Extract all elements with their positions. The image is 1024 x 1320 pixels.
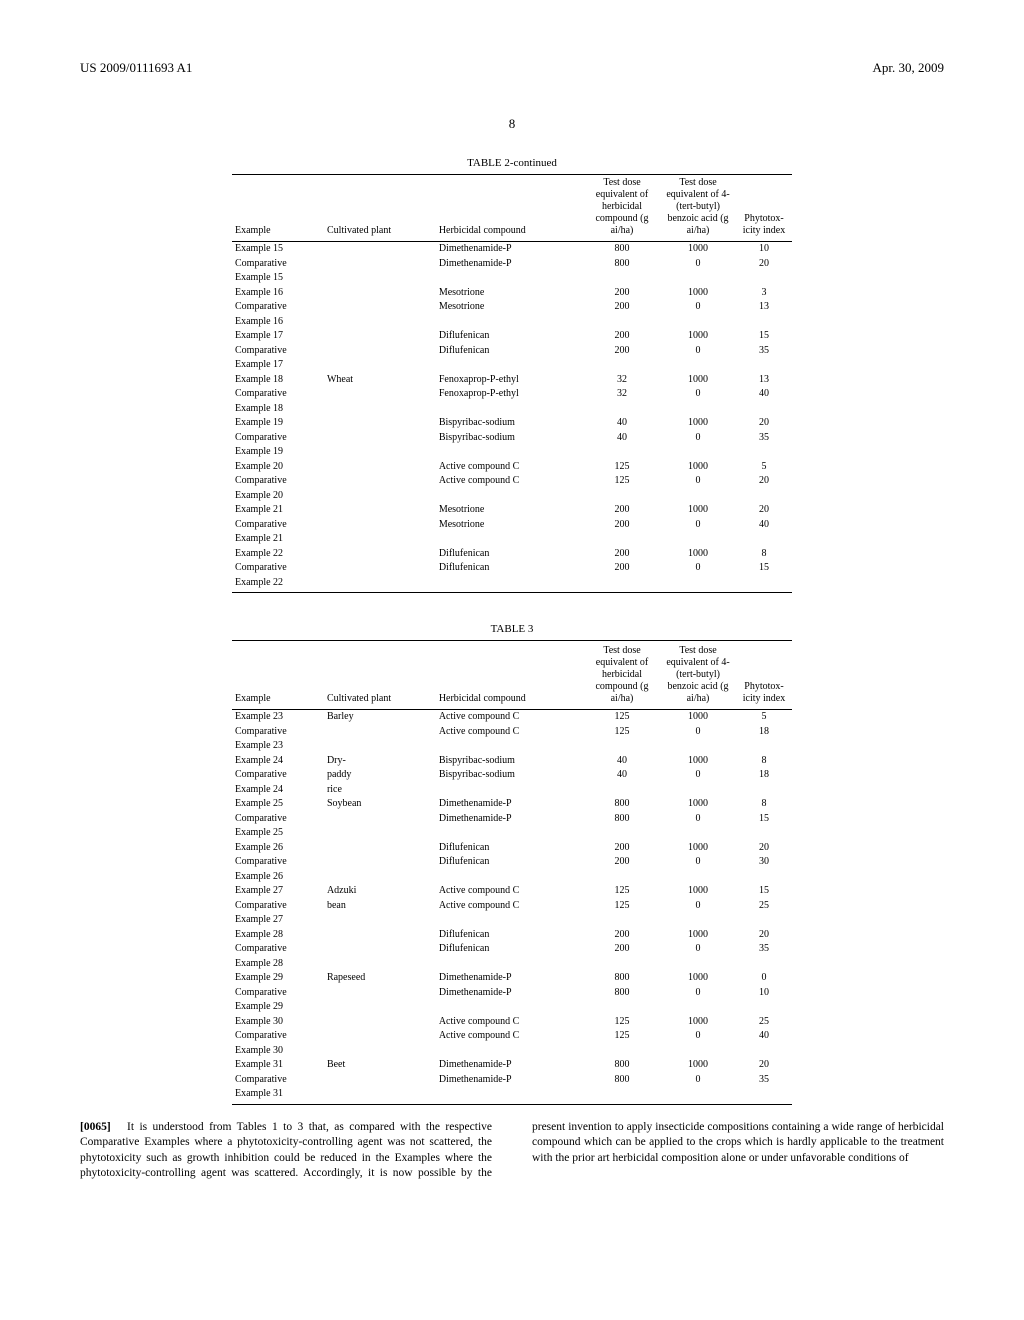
table-row: ComparativeActive compound C125040: [232, 1029, 792, 1044]
table3-header-idx: Phytotox-icity index: [736, 643, 792, 707]
table-row: ComparativeActive compound C125020: [232, 474, 792, 489]
table-row: ComparativeDiflufenican200035: [232, 942, 792, 957]
paragraph-text: It is understood from Tables 1 to 3 that…: [80, 1121, 944, 1180]
table-row: Example 27AdzukiActive compound C1251000…: [232, 884, 792, 899]
table-row: Example 22Diflufenican20010008: [232, 547, 792, 562]
table2-header-plant: Cultivated plant: [324, 175, 436, 240]
table-row: ComparativeFenoxaprop-P-ethyl32040: [232, 387, 792, 402]
table-row: ComparativepaddyBispyribac-sodium40018: [232, 768, 792, 783]
table-row: Example 22: [232, 576, 792, 591]
table2-header-idx: Phytotox-icity index: [736, 175, 792, 240]
table-row: ComparativeDimethenamide-P800015: [232, 812, 792, 827]
table2-header-example: Example: [232, 175, 324, 240]
table-row: Example 19Bispyribac-sodium40100020: [232, 416, 792, 431]
table-row: Example 27: [232, 913, 792, 928]
table-row: ComparativeBispyribac-sodium40035: [232, 431, 792, 446]
table-row: Example 30: [232, 1044, 792, 1059]
table-row: Example 21: [232, 532, 792, 547]
table-row: Example 16: [232, 315, 792, 330]
table-row: Example 31: [232, 1087, 792, 1102]
table2-title: TABLE 2-continued: [232, 157, 792, 169]
table-row: Example 15: [232, 271, 792, 286]
patent-date: Apr. 30, 2009: [873, 60, 945, 76]
table3-header-example: Example: [232, 643, 324, 707]
table-row: Example 25: [232, 826, 792, 841]
table-row: Example 18: [232, 402, 792, 417]
table2-header-d2: Test dose equivalent of 4-(tert-butyl) b…: [660, 175, 736, 240]
paragraph-0065: [0065] It is understood from Tables 1 to…: [80, 1120, 944, 1182]
table-row: Example 31BeetDimethenamide-P800100020: [232, 1058, 792, 1073]
table-row: Example 26: [232, 870, 792, 885]
table-row: ComparativeDiflufenican200015: [232, 561, 792, 576]
table-row: Example 24Dry-Bispyribac-sodium4010008: [232, 754, 792, 769]
table-row: Example 17Diflufenican200100015: [232, 329, 792, 344]
table-row: Example 29: [232, 1000, 792, 1015]
patent-number: US 2009/0111693 A1: [80, 60, 192, 76]
table-row: Example 17: [232, 358, 792, 373]
paragraph-number: [0065]: [80, 1121, 111, 1133]
table-row: Example 29RapeseedDimethenamide-P8001000…: [232, 971, 792, 986]
table-row: Example 28Diflufenican200100020: [232, 928, 792, 943]
table-row: ComparativebeanActive compound C125025: [232, 899, 792, 914]
page-number: 8: [80, 116, 944, 132]
table2-header-compound: Herbicidal compound: [436, 175, 584, 240]
table3-title: TABLE 3: [232, 623, 792, 635]
table-row: Example 25SoybeanDimethenamide-P80010008: [232, 797, 792, 812]
table3: Example Cultivated plant Herbicidal comp…: [232, 640, 792, 1105]
table2-header-d1: Test dose equivalent of herbicidal compo…: [584, 175, 660, 240]
table-row: ComparativeDimethenamide-P800010: [232, 986, 792, 1001]
page-header: US 2009/0111693 A1 Apr. 30, 2009: [80, 60, 944, 76]
table-row: Example 20Active compound C12510005: [232, 460, 792, 475]
table-row: Example 19: [232, 445, 792, 460]
table-row: Example 20: [232, 489, 792, 504]
table-row: ComparativeDimethenamide-P800035: [232, 1073, 792, 1088]
table3-header-plant: Cultivated plant: [324, 643, 436, 707]
table-row: ComparativeDimethenamide-P800020: [232, 257, 792, 272]
table-row: Example 24rice: [232, 783, 792, 798]
table3-header-d1: Test dose equivalent of herbicidal compo…: [584, 643, 660, 707]
table-row: Example 23: [232, 739, 792, 754]
table-row: Example 21Mesotrione200100020: [232, 503, 792, 518]
table-row: ComparativeDiflufenican200030: [232, 855, 792, 870]
table-row: ComparativeMesotrione200013: [232, 300, 792, 315]
table2: Example Cultivated plant Herbicidal comp…: [232, 174, 792, 593]
table-row: ComparativeDiflufenican200035: [232, 344, 792, 359]
table-row: Example 28: [232, 957, 792, 972]
table-row: ComparativeActive compound C125018: [232, 725, 792, 740]
table-row: ComparativeMesotrione200040: [232, 518, 792, 533]
table-row: Example 30Active compound C125100025: [232, 1015, 792, 1030]
table-row: Example 23BarleyActive compound C1251000…: [232, 710, 792, 725]
table3-header-d2: Test dose equivalent of 4-(tert-butyl) b…: [660, 643, 736, 707]
table-row: Example 16Mesotrione20010003: [232, 286, 792, 301]
table3-header-compound: Herbicidal compound: [436, 643, 584, 707]
table-row: Example 15Dimethenamide-P800100010: [232, 242, 792, 257]
table-row: Example 26Diflufenican200100020: [232, 841, 792, 856]
table-row: Example 18WheatFenoxaprop-P-ethyl3210001…: [232, 373, 792, 388]
